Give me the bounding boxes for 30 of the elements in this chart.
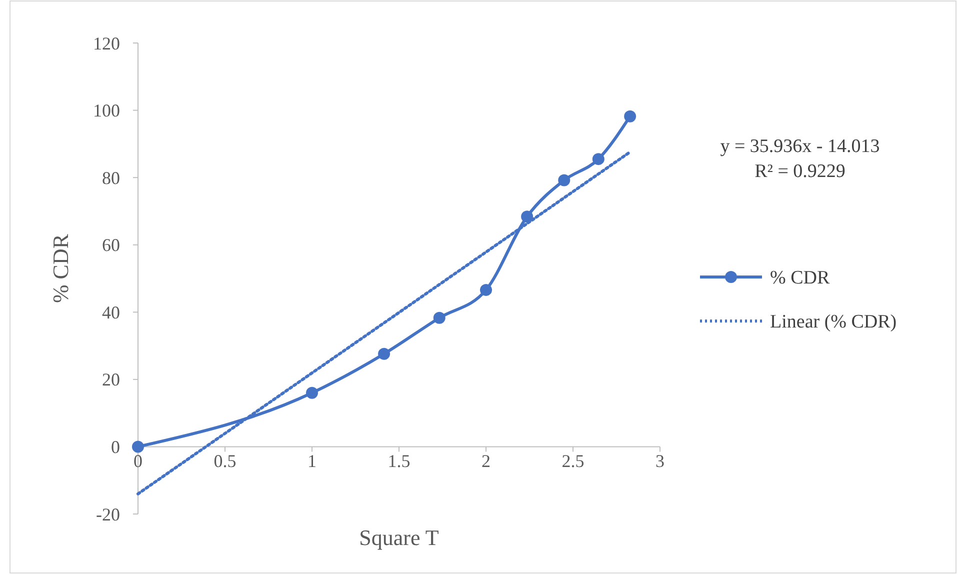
x-axis-title: Square T [359, 525, 440, 550]
y-tick-label: 100 [93, 100, 120, 121]
y-tick-label: -20 [96, 504, 120, 524]
point [378, 348, 390, 360]
point [480, 284, 492, 296]
point [521, 210, 534, 223]
y-tick-label: 20 [102, 370, 120, 390]
y-tick-label: 0 [111, 437, 120, 458]
legend-label: Linear (% CDR) [770, 312, 897, 333]
x-tick-label: 0.5 [214, 451, 236, 472]
x-tick-label: 2 [482, 451, 490, 472]
y-tick-label: 120 [93, 33, 120, 54]
text: R² = 0.9229 [754, 161, 846, 182]
point [624, 110, 636, 122]
y-tick-label: 40 [102, 302, 120, 322]
point [433, 312, 446, 324]
point [132, 440, 144, 453]
point [306, 386, 318, 399]
legend-label: % CDR [770, 268, 830, 289]
text: y = 35.936x - 14.013 [720, 136, 880, 157]
x-tick-label: 3 [656, 451, 664, 472]
y-tick-label: 80 [102, 168, 120, 188]
y-axis-title: % CDR [48, 234, 73, 304]
y-tick-label: 60 [102, 235, 120, 256]
x-tick-label: 0 [134, 451, 142, 472]
x-tick-label: 2.5 [562, 451, 584, 472]
x-tick-label: 1 [308, 451, 316, 472]
point [592, 153, 604, 166]
point [558, 174, 570, 186]
x-tick-label: 1.5 [388, 451, 410, 472]
